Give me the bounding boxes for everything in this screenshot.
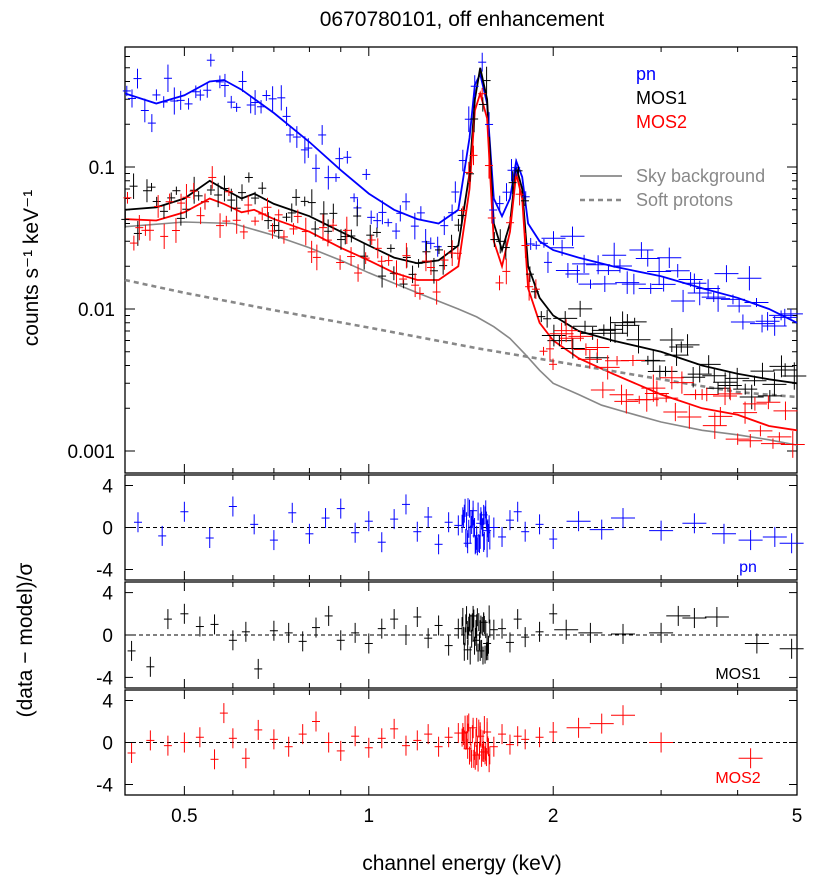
y-tick-label: 0.1 (89, 158, 115, 179)
x-tick-label: 5 (792, 806, 803, 827)
res-y-tick-label: 0 (102, 734, 113, 755)
data-series (121, 52, 807, 773)
x-axis-label: channel energy (keV) (362, 852, 562, 875)
x-tick-label: 1 (364, 806, 375, 827)
legend-entry-sky-background: Sky background (636, 166, 765, 186)
legend-entry-mos1: MOS1 (636, 88, 687, 108)
y-axis-label-spectrum: counts s⁻¹ keV⁻¹ (20, 190, 43, 346)
chart-title: 0670780101, off enhancement (320, 8, 605, 31)
series-pn (124, 71, 798, 324)
legend-entry-mos2: MOS2 (636, 112, 687, 132)
res-y-tick-label: 4 (102, 692, 113, 713)
x-tick-label: 2 (548, 806, 559, 827)
y-tick-label: 0.001 (67, 442, 115, 463)
y-axis-label-residuals: (data − model)/σ (14, 563, 37, 718)
res-y-tick-label: 0 (102, 519, 113, 540)
res-y-tick-label: -4 (96, 668, 113, 689)
legend-entry-pn: pn (636, 64, 656, 84)
legend: pn MOS1 MOS2 Sky background Soft protons (580, 64, 765, 210)
y-tick-label: 0.01 (78, 300, 115, 321)
panel-frame-top (124, 46, 798, 474)
res-y-tick-label: 4 (102, 477, 113, 498)
res-y-tick-label: 0 (102, 626, 113, 647)
res-y-tick-label: 4 (102, 584, 113, 605)
series-sky-background (124, 221, 798, 446)
residual-label-mos1: MOS1 (715, 666, 760, 683)
x-tick-label: 0.5 (171, 806, 197, 827)
res-y-tick-label: -4 (96, 561, 113, 582)
residual-label-mos2: MOS2 (715, 770, 760, 787)
legend-entry-soft-protons: Soft protons (636, 190, 733, 210)
res-y-tick-label: -4 (96, 776, 113, 797)
residual-label-pn: pn (739, 559, 757, 576)
